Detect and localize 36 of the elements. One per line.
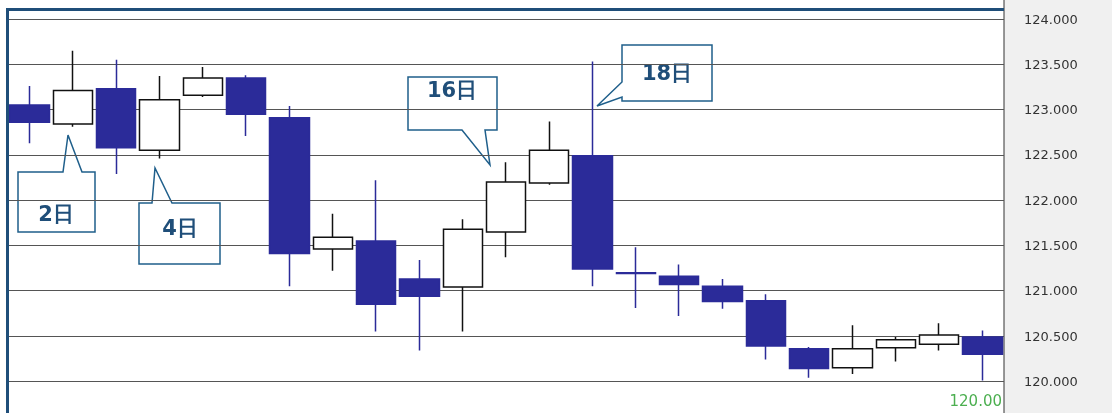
y-tick-label: 123.500 xyxy=(1024,56,1078,72)
candlestick xyxy=(571,60,614,287)
candlestick xyxy=(745,293,787,361)
candlestick xyxy=(8,85,51,144)
y-tick-label: 120.500 xyxy=(1024,328,1078,344)
candlestick xyxy=(442,218,484,333)
candlestick xyxy=(95,59,137,175)
candlestick xyxy=(658,263,700,317)
y-tick-label: 122.500 xyxy=(1024,147,1078,163)
candlestick xyxy=(52,50,94,128)
annotation: 120.00 xyxy=(949,392,1002,410)
candlestick xyxy=(615,246,657,309)
candlestick xyxy=(312,213,354,272)
candlestick xyxy=(485,161,527,258)
y-tick-label: 121.500 xyxy=(1024,237,1078,253)
candlestick xyxy=(355,179,397,333)
y-tick-label: 120.000 xyxy=(1024,373,1078,389)
candlestick xyxy=(918,322,960,352)
annotation: 2日 xyxy=(38,202,74,226)
annotation: 16日 xyxy=(426,78,478,102)
y-tick-label: 121.000 xyxy=(1024,283,1078,299)
candlestick xyxy=(225,74,267,137)
candlestick xyxy=(138,75,181,160)
y-tick-label: 122.000 xyxy=(1024,192,1078,208)
candlestick xyxy=(701,278,744,310)
candlestick xyxy=(182,66,224,98)
candlestick xyxy=(528,120,570,186)
candlestick xyxy=(788,346,830,379)
candlestick xyxy=(268,105,311,287)
y-tick-label: 123.000 xyxy=(1024,102,1078,118)
y-tick-label: 124.000 xyxy=(1024,11,1078,27)
annotation: 4日 xyxy=(162,216,198,240)
candlestick xyxy=(831,324,874,375)
candlestick xyxy=(961,329,1004,382)
candlestick xyxy=(875,336,917,363)
candlestick xyxy=(398,259,441,352)
